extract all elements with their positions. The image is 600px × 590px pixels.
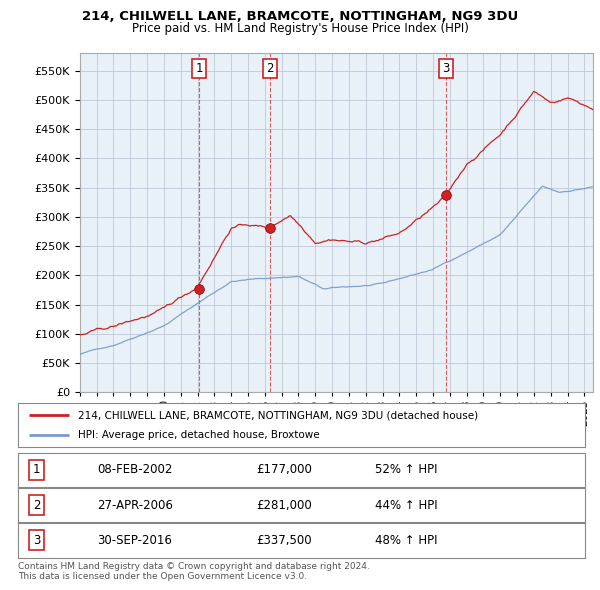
Text: 08-FEB-2002: 08-FEB-2002 bbox=[97, 463, 173, 476]
Text: 30-SEP-2016: 30-SEP-2016 bbox=[97, 534, 172, 547]
Text: 2: 2 bbox=[33, 499, 40, 512]
Text: 1: 1 bbox=[33, 463, 40, 476]
Text: £281,000: £281,000 bbox=[256, 499, 312, 512]
Text: HPI: Average price, detached house, Broxtowe: HPI: Average price, detached house, Brox… bbox=[77, 430, 319, 440]
Text: 1: 1 bbox=[196, 62, 203, 75]
Text: 48% ↑ HPI: 48% ↑ HPI bbox=[375, 534, 438, 547]
Text: 3: 3 bbox=[442, 62, 449, 75]
Text: 52% ↑ HPI: 52% ↑ HPI bbox=[375, 463, 438, 476]
Text: Price paid vs. HM Land Registry's House Price Index (HPI): Price paid vs. HM Land Registry's House … bbox=[131, 22, 469, 35]
Text: 214, CHILWELL LANE, BRAMCOTE, NOTTINGHAM, NG9 3DU (detached house): 214, CHILWELL LANE, BRAMCOTE, NOTTINGHAM… bbox=[77, 411, 478, 420]
Text: 214, CHILWELL LANE, BRAMCOTE, NOTTINGHAM, NG9 3DU: 214, CHILWELL LANE, BRAMCOTE, NOTTINGHAM… bbox=[82, 10, 518, 23]
Text: 2: 2 bbox=[266, 62, 274, 75]
Text: £177,000: £177,000 bbox=[256, 463, 312, 476]
Text: £337,500: £337,500 bbox=[256, 534, 312, 547]
Text: Contains HM Land Registry data © Crown copyright and database right 2024.
This d: Contains HM Land Registry data © Crown c… bbox=[18, 562, 370, 581]
Text: 44% ↑ HPI: 44% ↑ HPI bbox=[375, 499, 438, 512]
Text: 3: 3 bbox=[33, 534, 40, 547]
Text: 27-APR-2006: 27-APR-2006 bbox=[97, 499, 173, 512]
